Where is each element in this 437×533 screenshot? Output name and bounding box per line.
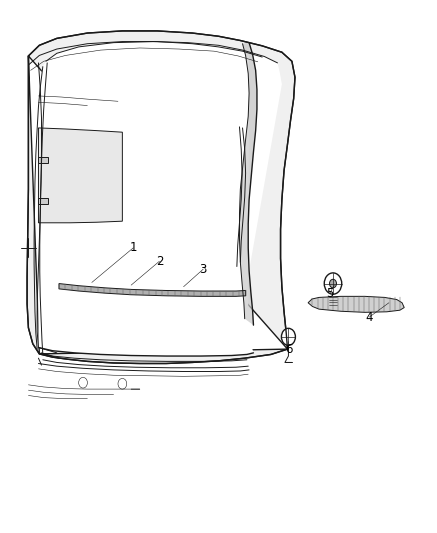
Circle shape xyxy=(118,378,127,389)
Text: 6: 6 xyxy=(284,343,292,356)
Text: 3: 3 xyxy=(200,263,207,276)
Bar xyxy=(38,157,48,163)
Circle shape xyxy=(281,328,295,345)
Polygon shape xyxy=(38,128,122,223)
Circle shape xyxy=(324,273,342,294)
Polygon shape xyxy=(38,42,282,356)
Polygon shape xyxy=(239,43,257,325)
Text: 1: 1 xyxy=(129,241,137,254)
Polygon shape xyxy=(59,284,246,296)
Circle shape xyxy=(329,279,336,288)
Text: 4: 4 xyxy=(365,311,373,324)
Polygon shape xyxy=(27,31,295,364)
Text: 2: 2 xyxy=(156,255,163,268)
Polygon shape xyxy=(308,296,404,312)
Circle shape xyxy=(79,377,87,388)
Text: 5: 5 xyxy=(326,287,333,300)
Bar xyxy=(38,198,48,204)
